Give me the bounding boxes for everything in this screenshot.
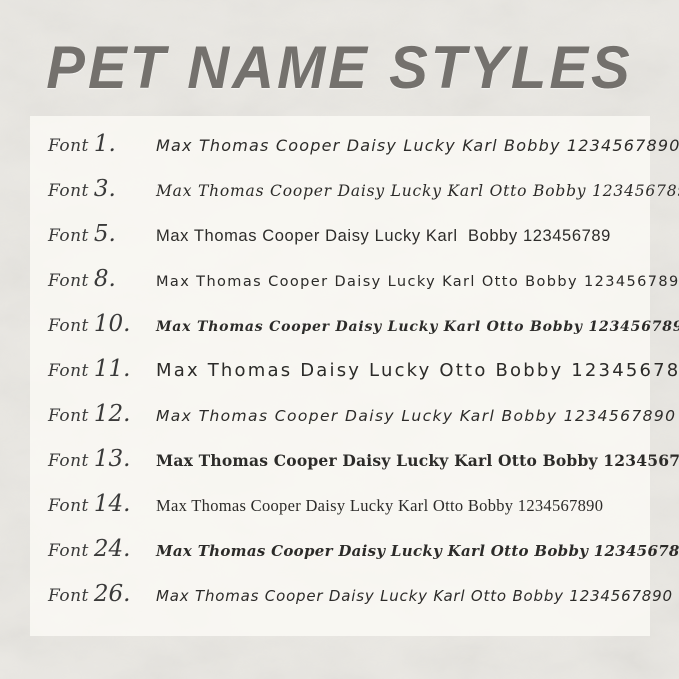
font-number-label: Font 3. <box>48 176 156 202</box>
font-sample-row: Font 14. Max Thomas Cooper Daisy Lucky Ka… <box>30 491 650 531</box>
font-sample-text: Max Thomas Cooper Daisy Lucky Karl Otto … <box>156 318 679 335</box>
font-label-number: 3. <box>93 175 116 202</box>
font-sample-text: Max Thomas Cooper Daisy Lucky Karl Otto … <box>156 587 673 606</box>
font-label-word: Font <box>48 406 89 426</box>
font-sample-row: Font 5. Max Thomas Cooper Daisy Lucky Kar… <box>30 221 650 261</box>
font-sample-row: Font 13. Max Thomas Cooper Daisy Lucky Ka… <box>30 446 679 486</box>
font-number-label: Font 26. <box>48 581 156 607</box>
font-sample-row: Font 12. Max Thomas Cooper Daisy Lucky Ka… <box>30 401 675 441</box>
font-number-label: Font 12. <box>48 401 156 427</box>
font-number-label: Font 10. <box>48 311 156 337</box>
font-label-number: 8. <box>93 265 116 292</box>
font-label-word: Font <box>48 541 89 562</box>
font-sample-row: Font 24. Max Thomas Cooper Daisy Lucky Ka… <box>30 536 679 576</box>
font-sample-row: Font 10. Max Thomas Cooper Daisy Lucky Ka… <box>30 311 679 351</box>
font-label-word: Font <box>48 270 89 291</box>
font-sample-text: Max Thomas Daisy Lucky Otto Bobby 123456… <box>156 359 679 381</box>
font-label-word: Font <box>48 451 89 472</box>
page-title: PET NAME STYLES <box>46 33 633 102</box>
font-label-number: 1. <box>93 130 116 157</box>
font-label-word: Font <box>48 315 89 336</box>
font-label-number: 5. <box>93 220 116 247</box>
font-sample-text: Max Thomas Cooper Daisy Lucky Karl Otto … <box>156 496 604 516</box>
font-sample-row: Font 1. Max Thomas Cooper Daisy Lucky Kar… <box>30 131 679 171</box>
font-label-number: 24. <box>93 536 131 563</box>
font-sample-text: Max Thomas Cooper Daisy Lucky Karl Otto … <box>156 451 679 471</box>
font-number-label: Font 11. <box>48 356 156 382</box>
font-style-list: Font 1. Max Thomas Cooper Daisy Lucky Kar… <box>30 116 679 636</box>
font-number-label: Font 14. <box>48 491 156 517</box>
font-label-word: Font <box>48 225 89 246</box>
font-sample-text: Max Thomas Cooper Daisy Lucky Karl Bobby… <box>156 407 677 425</box>
font-sample-text: Max Thomas Cooper Daisy Lucky Karl Bobby… <box>156 226 611 245</box>
font-label-word: Font <box>48 586 89 607</box>
font-label-word: Font <box>48 360 89 381</box>
font-sample-text: Max Thomas Cooper Daisy Lucky Karl Otto … <box>156 542 679 561</box>
font-label-number: 13. <box>93 446 131 473</box>
font-sample-row: Font 11. Max Thomas Daisy Lucky Otto Bobb… <box>30 356 679 396</box>
font-label-word: Font <box>48 135 89 156</box>
font-label-word: Font <box>48 180 89 201</box>
font-number-label: Font 13. <box>48 446 156 472</box>
font-label-number: 10. <box>93 310 131 337</box>
font-sample-text: Max Thomas Cooper Daisy Lucky Karl Otto … <box>156 273 679 290</box>
font-label-number: 11. <box>93 355 131 382</box>
font-number-label: Font 24. <box>48 536 156 562</box>
font-label-word: Font <box>48 496 89 517</box>
font-label-number: 26. <box>93 581 131 608</box>
font-number-label: Font 5. <box>48 221 156 247</box>
font-sample-text: Max Thomas Cooper Daisy Lucky Karl Otto … <box>156 181 679 200</box>
font-sample-row: Font 8. Max Thomas Cooper Daisy Lucky Kar… <box>30 266 679 306</box>
font-sample-row: Font 26. Max Thomas Cooper Daisy Lucky Ka… <box>30 581 672 621</box>
font-label-number: 12. <box>93 401 131 427</box>
font-number-label: Font 8. <box>48 266 156 292</box>
font-sample-row: Font 3. Max Thomas Cooper Daisy Lucky Kar… <box>30 176 679 216</box>
font-sample-text: Max Thomas Cooper Daisy Lucky Karl Bobby… <box>156 135 679 155</box>
font-number-label: Font 1. <box>48 131 156 157</box>
font-label-number: 14. <box>93 491 131 518</box>
